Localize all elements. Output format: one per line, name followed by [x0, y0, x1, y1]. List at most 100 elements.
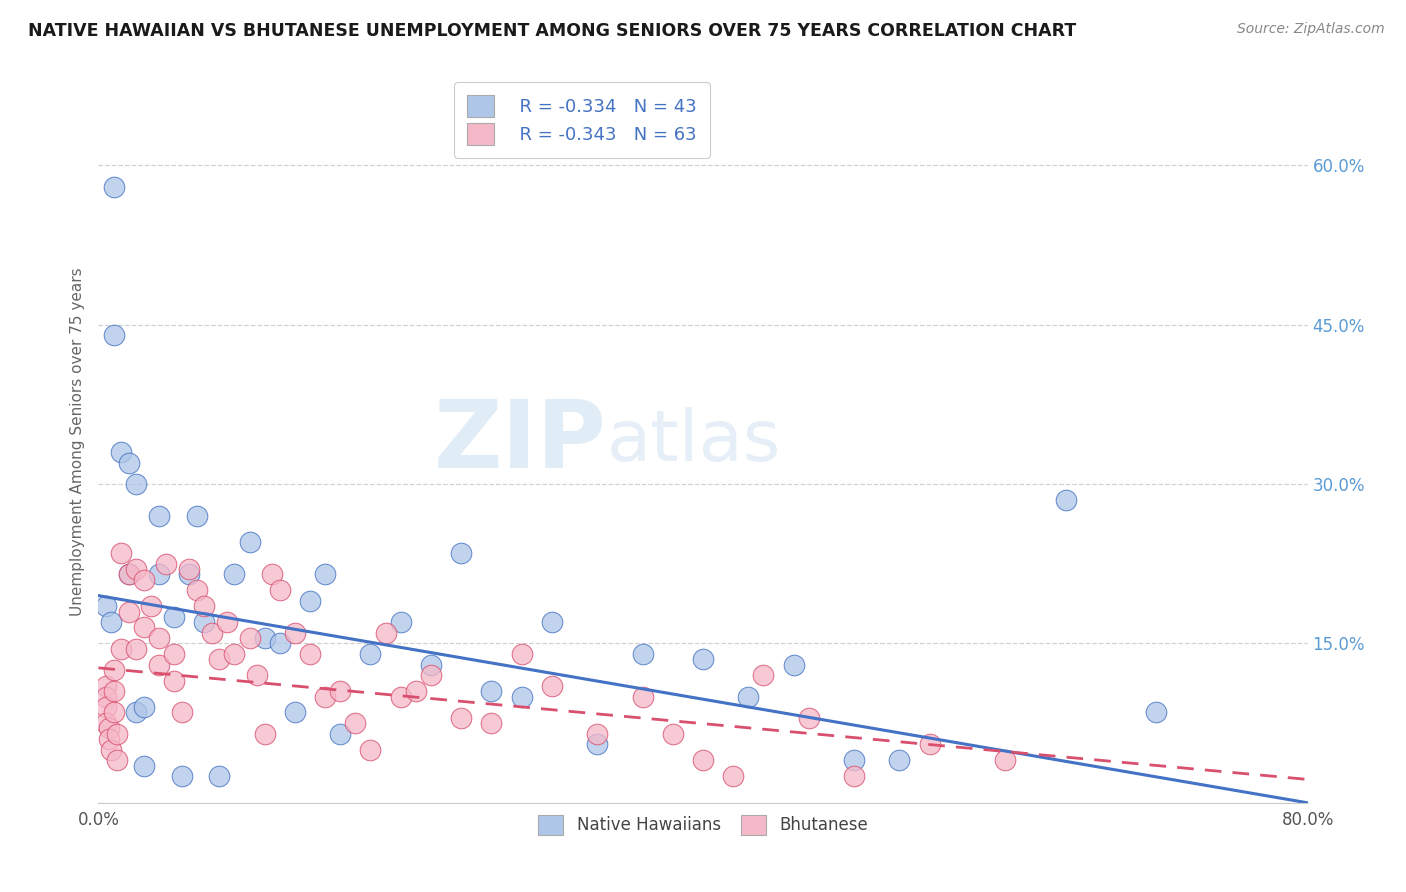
Point	[179, 567, 201, 582]
Point	[844, 769, 866, 783]
Point	[141, 599, 163, 614]
Point	[186, 583, 208, 598]
Point	[299, 594, 322, 608]
Point	[631, 647, 654, 661]
Point	[148, 657, 170, 672]
Point	[586, 727, 609, 741]
Point	[284, 706, 307, 720]
Point	[215, 615, 238, 630]
Point	[284, 625, 307, 640]
Point	[723, 769, 745, 783]
Point	[98, 732, 121, 747]
Point	[132, 573, 155, 587]
Point	[692, 652, 714, 666]
Point	[103, 706, 125, 720]
Point	[110, 546, 132, 560]
Point	[186, 508, 208, 523]
Point	[360, 647, 382, 661]
Point	[481, 716, 503, 731]
Point	[586, 737, 609, 751]
Point	[450, 711, 472, 725]
Point	[100, 615, 122, 630]
Point	[94, 679, 117, 693]
Point	[783, 657, 806, 672]
Point	[389, 615, 412, 630]
Text: Source: ZipAtlas.com: Source: ZipAtlas.com	[1237, 22, 1385, 37]
Point	[94, 716, 117, 731]
Point	[155, 557, 177, 571]
Point	[125, 562, 148, 576]
Point	[103, 328, 125, 343]
Point	[1054, 493, 1077, 508]
Point	[100, 742, 122, 756]
Point	[148, 567, 170, 582]
Point	[163, 647, 186, 661]
Point	[148, 508, 170, 523]
Point	[94, 599, 117, 614]
Point	[540, 615, 562, 630]
Point	[631, 690, 654, 704]
Point	[163, 610, 186, 624]
Point	[752, 668, 775, 682]
Point	[299, 647, 322, 661]
Point	[510, 647, 533, 661]
Point	[239, 535, 262, 549]
Point	[360, 742, 382, 756]
Point	[262, 567, 284, 582]
Point	[253, 631, 276, 645]
Point	[450, 546, 472, 560]
Point	[844, 753, 866, 767]
Point	[540, 679, 562, 693]
Point	[110, 641, 132, 656]
Point	[208, 769, 231, 783]
Point	[103, 663, 125, 677]
Point	[329, 684, 352, 698]
Point	[692, 753, 714, 767]
Point	[246, 668, 269, 682]
Point	[98, 722, 121, 736]
Text: atlas: atlas	[606, 407, 780, 476]
Point	[148, 631, 170, 645]
Point	[103, 684, 125, 698]
Point	[253, 727, 276, 741]
Point	[224, 567, 246, 582]
Point	[797, 711, 820, 725]
Point	[118, 567, 141, 582]
Point	[110, 445, 132, 459]
Point	[94, 700, 117, 714]
Y-axis label: Unemployment Among Seniors over 75 years: Unemployment Among Seniors over 75 years	[70, 268, 86, 615]
Point	[163, 673, 186, 688]
Point	[193, 615, 215, 630]
Point	[420, 657, 443, 672]
Point	[179, 562, 201, 576]
Point	[314, 690, 336, 704]
Point	[239, 631, 262, 645]
Point	[918, 737, 941, 751]
Point	[389, 690, 412, 704]
Point	[481, 684, 503, 698]
Point	[661, 727, 683, 741]
Point	[420, 668, 443, 682]
Point	[193, 599, 215, 614]
Legend: Native Hawaiians, Bhutanese: Native Hawaiians, Bhutanese	[529, 805, 877, 845]
Point	[269, 583, 291, 598]
Point	[374, 625, 396, 640]
Point	[329, 727, 352, 741]
Point	[208, 652, 231, 666]
Point	[201, 625, 224, 640]
Point	[170, 769, 193, 783]
Point	[103, 179, 125, 194]
Point	[405, 684, 427, 698]
Text: NATIVE HAWAIIAN VS BHUTANESE UNEMPLOYMENT AMONG SENIORS OVER 75 YEARS CORRELATIO: NATIVE HAWAIIAN VS BHUTANESE UNEMPLOYMEN…	[28, 22, 1077, 40]
Point	[125, 641, 148, 656]
Point	[125, 706, 148, 720]
Point	[105, 727, 128, 741]
Point	[269, 636, 291, 650]
Point	[344, 716, 367, 731]
Point	[510, 690, 533, 704]
Point	[224, 647, 246, 661]
Point	[132, 758, 155, 772]
Point	[889, 753, 911, 767]
Text: ZIP: ZIP	[433, 395, 606, 488]
Point	[125, 477, 148, 491]
